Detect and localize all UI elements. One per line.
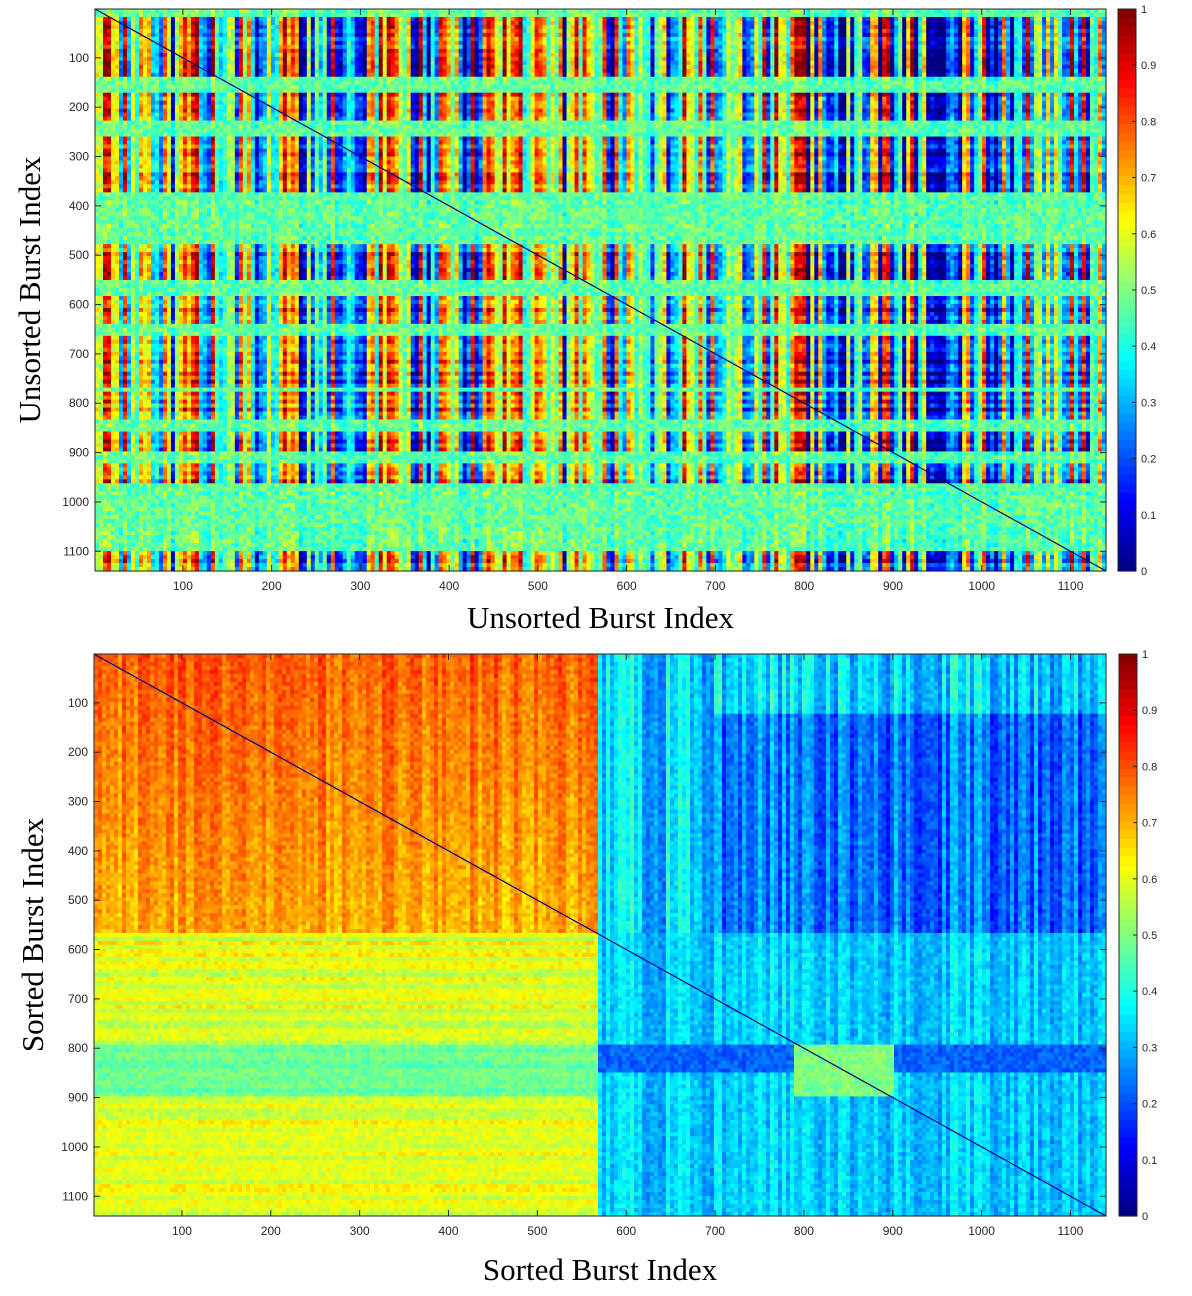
x-tick-label-bottom: 300 [350, 1224, 370, 1238]
y-tick-label-bottom: 900 [68, 1091, 88, 1105]
x-tick-label-top: 200 [262, 579, 282, 593]
x-tick-label-bottom: 400 [438, 1224, 458, 1238]
x-tick-label-top: 900 [883, 579, 903, 593]
x-tick-label-top: 800 [794, 579, 814, 593]
colorbar-tick-label-top: 0.8 [1141, 116, 1156, 128]
y-tick-label-bottom: 700 [68, 992, 88, 1006]
x-tick-label-bottom: 700 [705, 1224, 725, 1238]
x-tick-label-top: 300 [350, 579, 370, 593]
y-tick-label-top: 100 [69, 51, 89, 65]
y-tick-label-top: 900 [69, 446, 89, 460]
colorbar-tick-label-bottom: 0.6 [1142, 874, 1157, 886]
y-tick-label-bottom: 200 [68, 745, 88, 759]
x-tick-label-top: 100 [173, 579, 193, 593]
y-tick-label-bottom: 600 [68, 943, 88, 957]
colorbar-tick-label-top: 0 [1141, 566, 1147, 578]
y-axis-label-top: Unsorted Burst Index [12, 156, 47, 423]
x-axis-label-top: Unsorted Burst Index [467, 600, 734, 635]
x-tick-label-bottom: 1000 [968, 1224, 995, 1238]
x-tick-label-bottom: 900 [883, 1224, 903, 1238]
x-tick-label-top: 600 [617, 579, 637, 593]
colorbar-tick-label-top: 0.1 [1141, 510, 1156, 522]
colorbar-tick-label-bottom: 0.1 [1142, 1155, 1157, 1167]
colorbar-tick-label-top: 0.6 [1141, 229, 1156, 241]
x-tick-label-top: 1000 [968, 579, 995, 593]
y-tick-label-bottom: 300 [68, 795, 88, 809]
x-tick-label-bottom: 800 [794, 1224, 814, 1238]
colorbar-tick-label-top: 0.2 [1141, 454, 1156, 466]
y-tick-label-top: 300 [69, 150, 89, 164]
y-tick-label-top: 600 [69, 298, 89, 312]
y-tick-label-bottom: 100 [68, 696, 88, 710]
x-tick-label-bottom: 1100 [1058, 1224, 1084, 1238]
y-tick-label-top: 1100 [63, 544, 89, 558]
y-tick-label-bottom: 800 [68, 1041, 88, 1055]
colorbar-tick-label-bottom: 0.2 [1142, 1099, 1157, 1111]
colorbar-tick-label-bottom: 0.3 [1142, 1042, 1157, 1054]
colorbar-tick-label-top: 0.5 [1141, 285, 1156, 297]
colorbar-tick-label-top: 0.4 [1141, 341, 1156, 353]
colorbar-tick-label-bottom: 0.9 [1142, 705, 1157, 717]
colorbar-tick-label-bottom: 1 [1142, 649, 1148, 661]
x-tick-label-bottom: 100 [172, 1224, 192, 1238]
x-tick-label-top: 500 [528, 579, 548, 593]
x-tick-label-bottom: 200 [261, 1224, 281, 1238]
colorbar-tick-label-bottom: 0.5 [1142, 930, 1157, 942]
heatmap-bottom [94, 654, 1107, 1217]
x-tick-label-top: 1100 [1058, 579, 1084, 593]
colorbar-tick-label-bottom: 0.8 [1142, 761, 1157, 773]
colorbar-tick-label-top: 0.3 [1141, 397, 1156, 409]
x-tick-label-bottom: 600 [616, 1224, 636, 1238]
colorbar-top: 0 0.1 0.2 0.3 0.4 0.5 0.6 0.7 0.8 0.9 1 [1118, 4, 1156, 578]
y-tick-label-bottom: 400 [68, 844, 88, 858]
colorbar-bottom: 0 0.1 0.2 0.3 0.4 0.5 0.6 0.7 0.8 0.9 1 [1119, 649, 1157, 1223]
colorbar-tick-label-top: 1 [1141, 4, 1147, 16]
y-axis-label-bottom: Sorted Burst Index [15, 817, 50, 1052]
y-tick-label-top: 500 [69, 248, 89, 262]
x-tick-label-top: 700 [705, 579, 725, 593]
colorbar-tick-label-top: 0.7 [1141, 173, 1156, 185]
y-tick-label-top: 700 [69, 347, 89, 361]
y-tick-label-bottom: 500 [68, 893, 88, 907]
colorbar-tick-label-bottom: 0.7 [1142, 818, 1157, 830]
x-tick-label-top: 400 [439, 579, 459, 593]
y-tick-label-top: 1000 [62, 495, 89, 509]
x-tick-label-bottom: 500 [527, 1224, 547, 1238]
y-tick-label-top: 200 [69, 100, 89, 114]
y-tick-label-top: 400 [69, 199, 89, 213]
colorbar-tick-label-top: 0.9 [1141, 60, 1156, 72]
colorbar-tick-label-bottom: 0.4 [1142, 986, 1157, 998]
colorbar-tick-label-bottom: 0 [1142, 1211, 1148, 1223]
heatmap-top [95, 9, 1107, 572]
y-tick-label-bottom: 1100 [62, 1189, 88, 1203]
y-tick-label-bottom: 1000 [61, 1140, 88, 1154]
x-axis-label-bottom: Sorted Burst Index [483, 1252, 718, 1287]
y-tick-label-top: 800 [69, 396, 89, 410]
